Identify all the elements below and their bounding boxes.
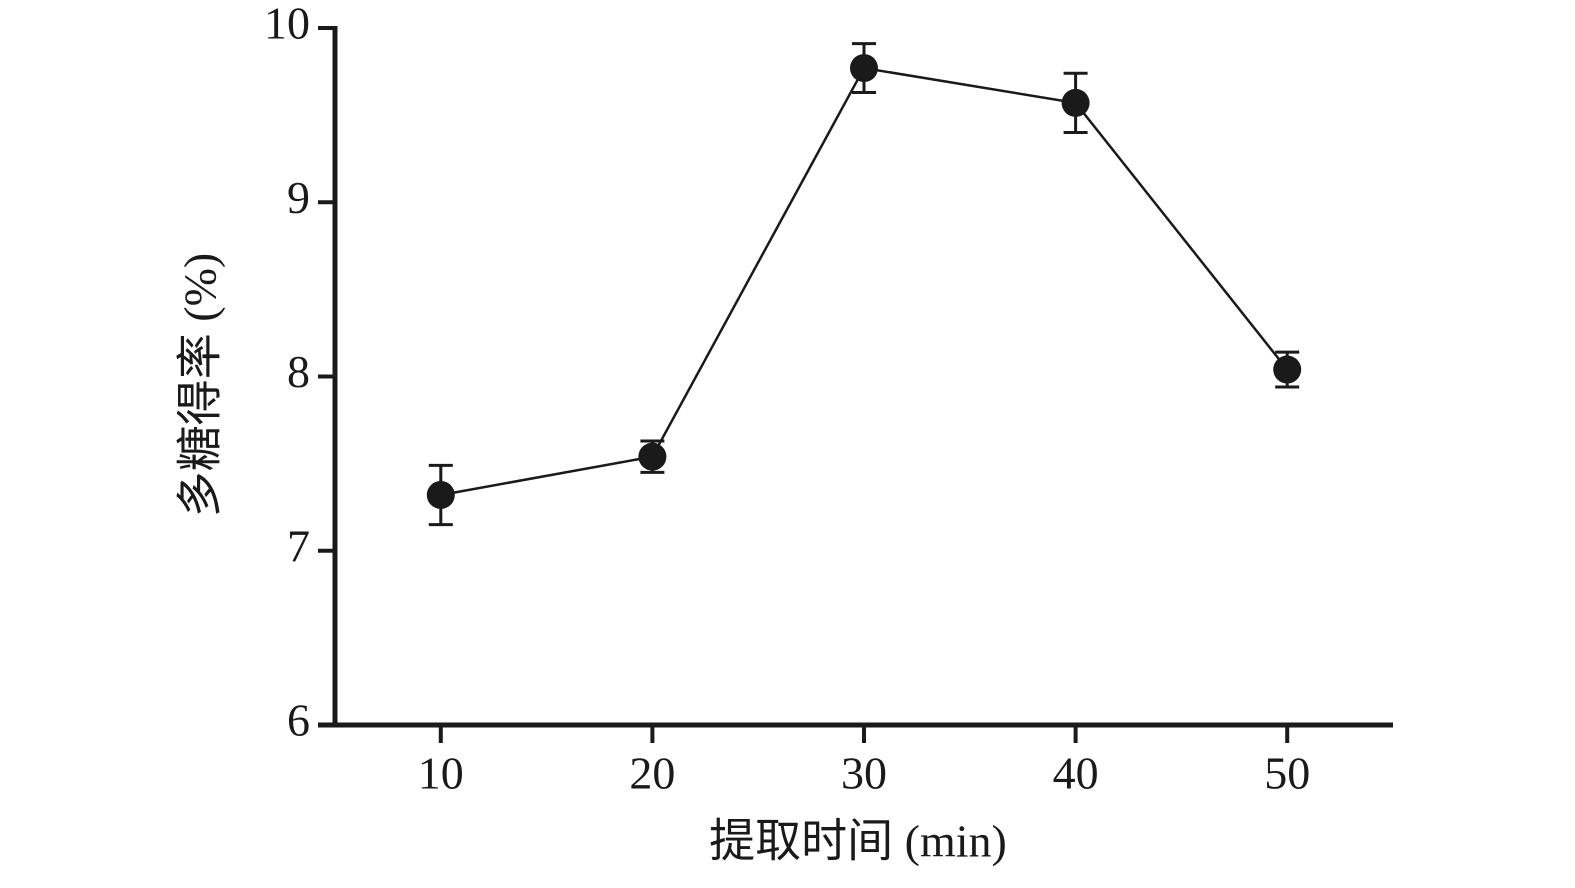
y-tick-label: 6 — [287, 695, 310, 746]
y-tick-label: 8 — [287, 346, 310, 397]
data-point — [426, 480, 455, 509]
data-point — [850, 54, 878, 83]
data-point — [1061, 88, 1090, 117]
y-tick-label: 9 — [287, 172, 310, 223]
data-point — [1273, 355, 1302, 384]
x-axis-label: 提取时间 (min) — [709, 816, 1007, 867]
x-tick-label: 20 — [629, 748, 675, 799]
y-tick-label: 10 — [264, 0, 310, 49]
y-tick-label: 7 — [287, 520, 310, 571]
x-tick-label: 40 — [1053, 748, 1099, 799]
y-axis-label: 多糖得率 (%) — [175, 253, 226, 517]
x-tick-label: 50 — [1264, 748, 1310, 799]
x-tick-label: 30 — [841, 748, 887, 799]
data-line — [440, 66, 1289, 497]
data-point — [638, 442, 667, 471]
x-tick-label: 10 — [418, 748, 464, 799]
